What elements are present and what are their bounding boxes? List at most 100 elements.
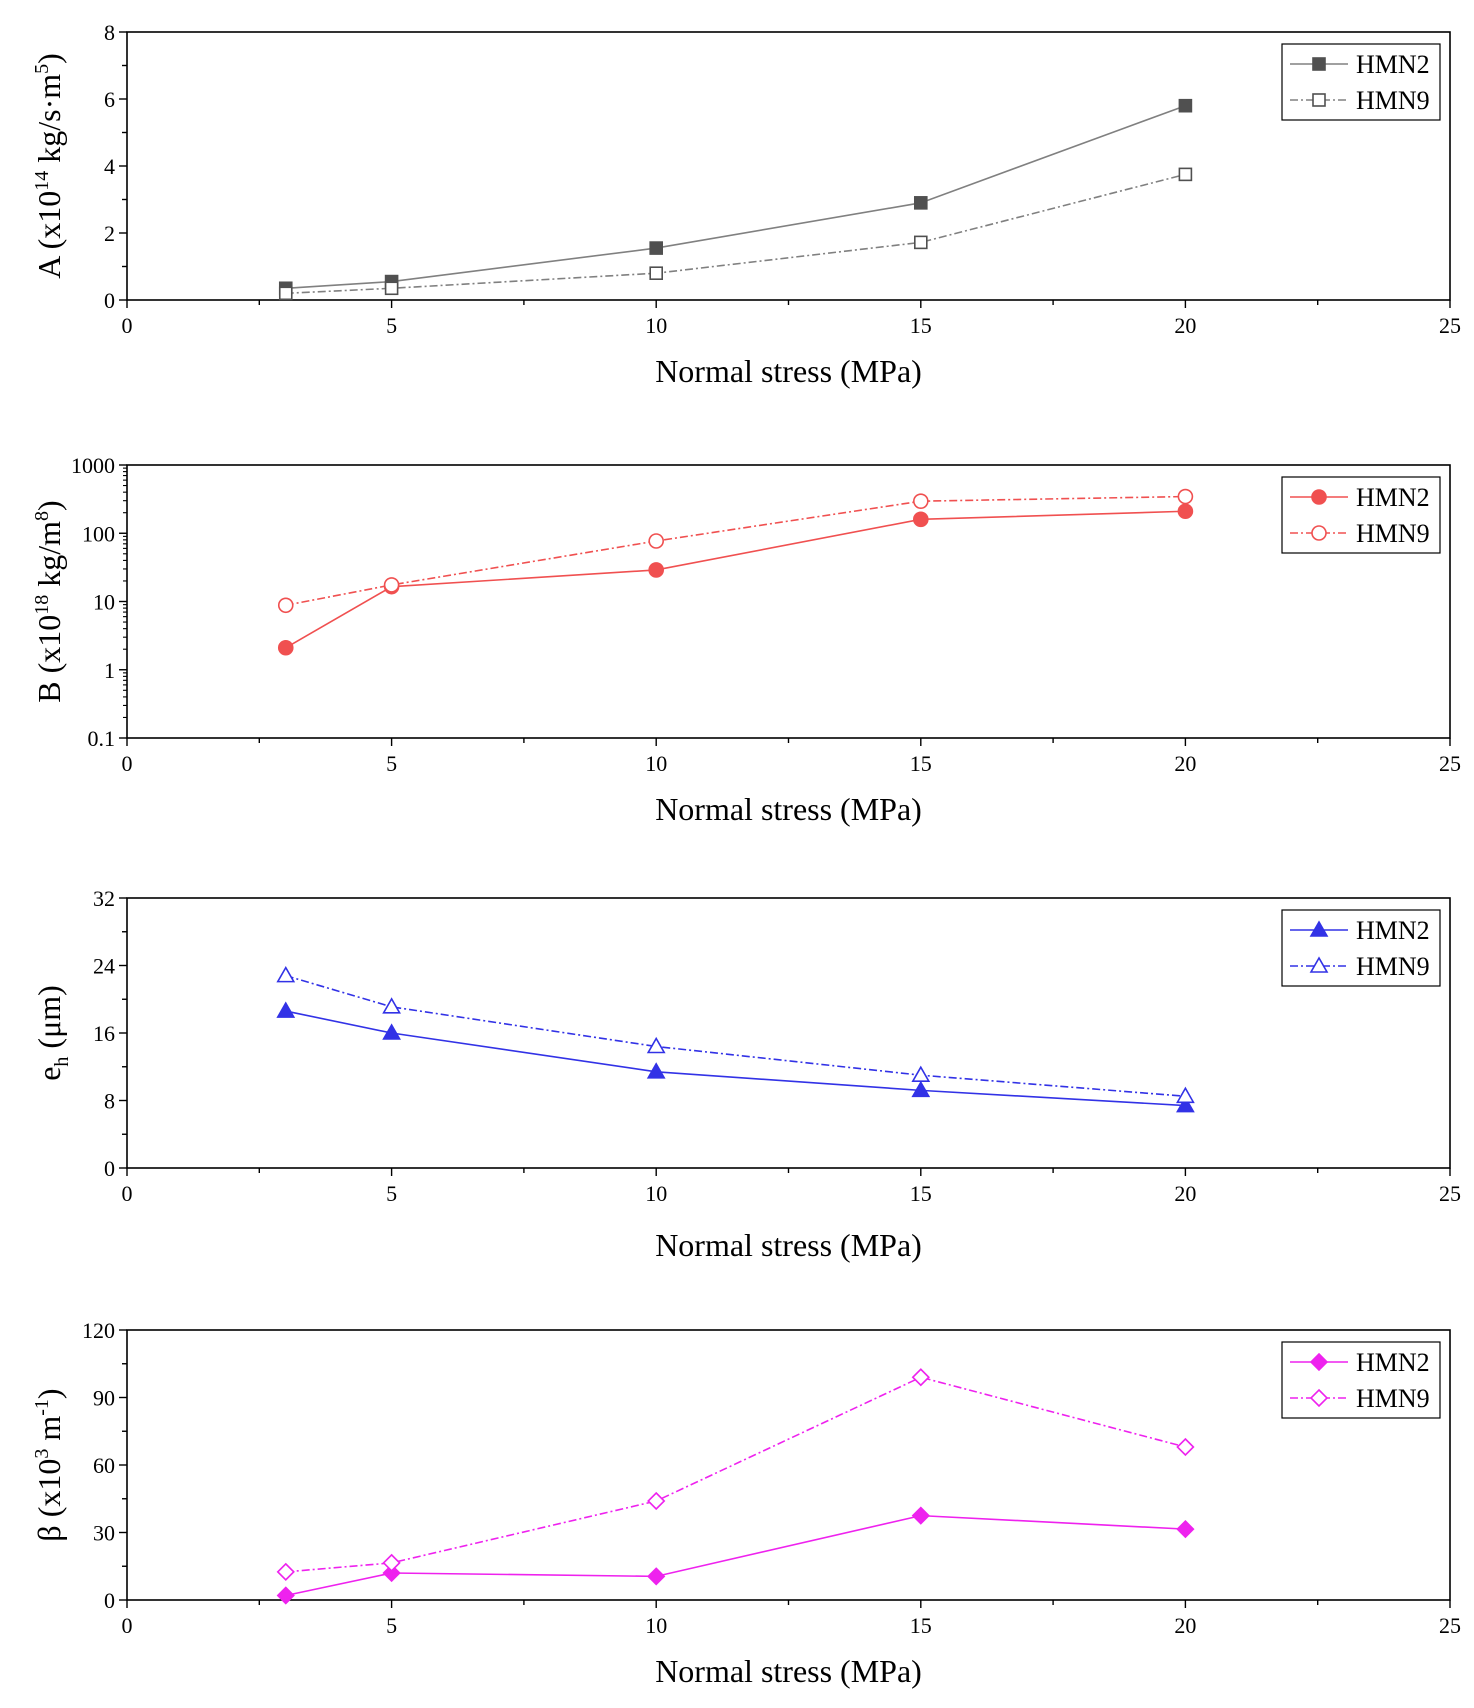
x-tick-label: 5 bbox=[386, 313, 397, 338]
x-tick-label: 20 bbox=[1174, 1613, 1196, 1638]
y-tick-label: 30 bbox=[93, 1521, 115, 1546]
x-tick-label: 10 bbox=[645, 1613, 667, 1638]
data-point-HMN9 bbox=[647, 1491, 666, 1511]
series-line-HMN2 bbox=[285, 104, 1186, 290]
x-tick-label: 25 bbox=[1439, 1613, 1461, 1638]
x-tick-label: 10 bbox=[645, 1181, 667, 1206]
chart-panel-B: 0 5 10 15 20 25 0.1 1 10 100 1000 Normal stress (MP… bbox=[31, 453, 1461, 827]
data-point-HMN9 bbox=[911, 1065, 931, 1082]
data-point-HMN9 bbox=[912, 493, 929, 509]
legend-marker-HMN2 bbox=[1309, 1352, 1329, 1372]
data-point-HMN2 bbox=[647, 1567, 666, 1586]
legend-marker-HMN2 bbox=[1312, 57, 1326, 71]
x-tick-label: 15 bbox=[910, 313, 932, 338]
data-point-HMN2 bbox=[649, 241, 664, 255]
data-point-HMN2 bbox=[646, 1062, 666, 1079]
y-tick-label: 1 bbox=[104, 658, 115, 683]
plot-frame bbox=[126, 1329, 1451, 1601]
y-tick-label: 4 bbox=[104, 154, 115, 179]
plot-frame bbox=[126, 897, 1451, 1169]
x-tick-label: 25 bbox=[1439, 313, 1461, 338]
legend-marker-HMN2 bbox=[1309, 920, 1329, 937]
y-tick-label: 10 bbox=[93, 590, 115, 615]
data-point-HMN2 bbox=[382, 1563, 401, 1583]
x-tick-label: 0 bbox=[122, 751, 133, 776]
chart-panel-beta: 0 5 10 15 20 25 0 30 60 90 120 Normal stress (MPa) β… bbox=[31, 1318, 1461, 1689]
series-HMN9 bbox=[276, 966, 1195, 1104]
series-HMN2 bbox=[276, 1001, 1195, 1113]
data-point-HMN2 bbox=[276, 1586, 295, 1605]
x-tick-label: 15 bbox=[910, 751, 932, 776]
data-point-HMN2 bbox=[1178, 98, 1193, 113]
chart-panel-A: 0 5 10 15 20 25 0 2 4 6 8 Normal stress (MPa) A (x10… bbox=[31, 20, 1461, 389]
x-tick-label: 0 bbox=[122, 1613, 133, 1638]
legend: HMN2 HMN9 bbox=[1281, 1341, 1441, 1419]
data-point-HMN9 bbox=[276, 966, 296, 983]
series-line-HMN9 bbox=[285, 1376, 1186, 1573]
legend-marker-HMN9 bbox=[1312, 93, 1326, 107]
legend-label-HMN9: HMN9 bbox=[1356, 952, 1430, 981]
data-point-HMN2 bbox=[913, 196, 928, 210]
data-point-HMN2 bbox=[1176, 1519, 1195, 1539]
x-tick-label: 20 bbox=[1174, 313, 1196, 338]
legend-box bbox=[1281, 909, 1441, 987]
y-tick-label: 2 bbox=[104, 221, 115, 246]
plot-frame bbox=[126, 31, 1451, 301]
y-tick-label: 0 bbox=[104, 1588, 115, 1613]
legend-label-HMN2: HMN2 bbox=[1356, 483, 1430, 512]
x-tick-label: 0 bbox=[122, 313, 133, 338]
x-axis-title: Normal stress (MPa) bbox=[655, 353, 922, 389]
y-axis-title: A (x1014 kg/s·m5) bbox=[31, 53, 67, 279]
data-point-HMN2 bbox=[1177, 503, 1194, 520]
x-tick-label: 20 bbox=[1174, 751, 1196, 776]
data-point-HMN9 bbox=[646, 1036, 666, 1054]
x-tick-label: 10 bbox=[645, 751, 667, 776]
y-tick-label: 100 bbox=[82, 521, 115, 546]
y-tick-label: 60 bbox=[93, 1453, 115, 1478]
legend-marker-HMN9 bbox=[1309, 1388, 1329, 1408]
data-point-HMN9 bbox=[384, 281, 399, 296]
y-tick-label: 1000 bbox=[71, 453, 115, 478]
legend-label-HMN2: HMN2 bbox=[1356, 50, 1430, 79]
data-point-HMN9 bbox=[278, 286, 293, 301]
data-point-HMN9 bbox=[276, 1562, 295, 1582]
x-tick-label: 10 bbox=[645, 313, 667, 338]
data-point-HMN9 bbox=[913, 235, 928, 250]
legend: HMN2 HMN9 bbox=[1281, 43, 1441, 121]
legend-label-HMN9: HMN9 bbox=[1356, 519, 1430, 548]
x-tick-label: 5 bbox=[386, 1613, 397, 1638]
series-HMN2 bbox=[278, 98, 1193, 296]
series-line-HMN2 bbox=[285, 510, 1186, 649]
data-point-HMN9 bbox=[1176, 1086, 1195, 1104]
y-tick-label: 90 bbox=[93, 1386, 115, 1411]
data-point-HMN2 bbox=[911, 1080, 931, 1098]
x-tick-label: 0 bbox=[122, 1181, 133, 1206]
data-point-HMN9 bbox=[911, 1368, 930, 1387]
chart-panel-eh: 0 5 10 15 20 25 0 8 16 24 32 Normal stress (MPa) eh … bbox=[31, 886, 1461, 1263]
x-axis-title: Normal stress (MPa) bbox=[655, 1653, 922, 1689]
y-tick-label: 0.1 bbox=[88, 726, 116, 751]
data-point-HMN9 bbox=[1177, 488, 1194, 505]
series-HMN9 bbox=[276, 1368, 1195, 1582]
legend-label-HMN2: HMN2 bbox=[1356, 916, 1430, 945]
y-axis-title: eh (μm) bbox=[31, 985, 73, 1081]
x-tick-label: 25 bbox=[1439, 1181, 1461, 1206]
x-tick-label: 15 bbox=[910, 1613, 932, 1638]
legend-box bbox=[1281, 1341, 1441, 1419]
legend-label-HMN9: HMN9 bbox=[1356, 1384, 1430, 1413]
x-tick-label: 20 bbox=[1174, 1181, 1196, 1206]
series-line-HMN9 bbox=[285, 974, 1186, 1098]
data-point-HMN9 bbox=[383, 577, 400, 593]
data-point-HMN9 bbox=[1178, 167, 1193, 182]
y-axis-title: B (x1018 kg/m8) bbox=[31, 500, 67, 702]
y-tick-label: 16 bbox=[93, 1021, 115, 1046]
data-point-HMN2 bbox=[912, 511, 929, 528]
series-HMN9 bbox=[278, 167, 1193, 301]
data-point-HMN9 bbox=[649, 266, 664, 281]
series-line-HMN9 bbox=[285, 495, 1186, 607]
y-tick-label: 24 bbox=[93, 954, 115, 979]
series-line-HMN2 bbox=[285, 1010, 1186, 1107]
data-point-HMN9 bbox=[1176, 1437, 1195, 1457]
data-point-HMN2 bbox=[648, 562, 665, 578]
